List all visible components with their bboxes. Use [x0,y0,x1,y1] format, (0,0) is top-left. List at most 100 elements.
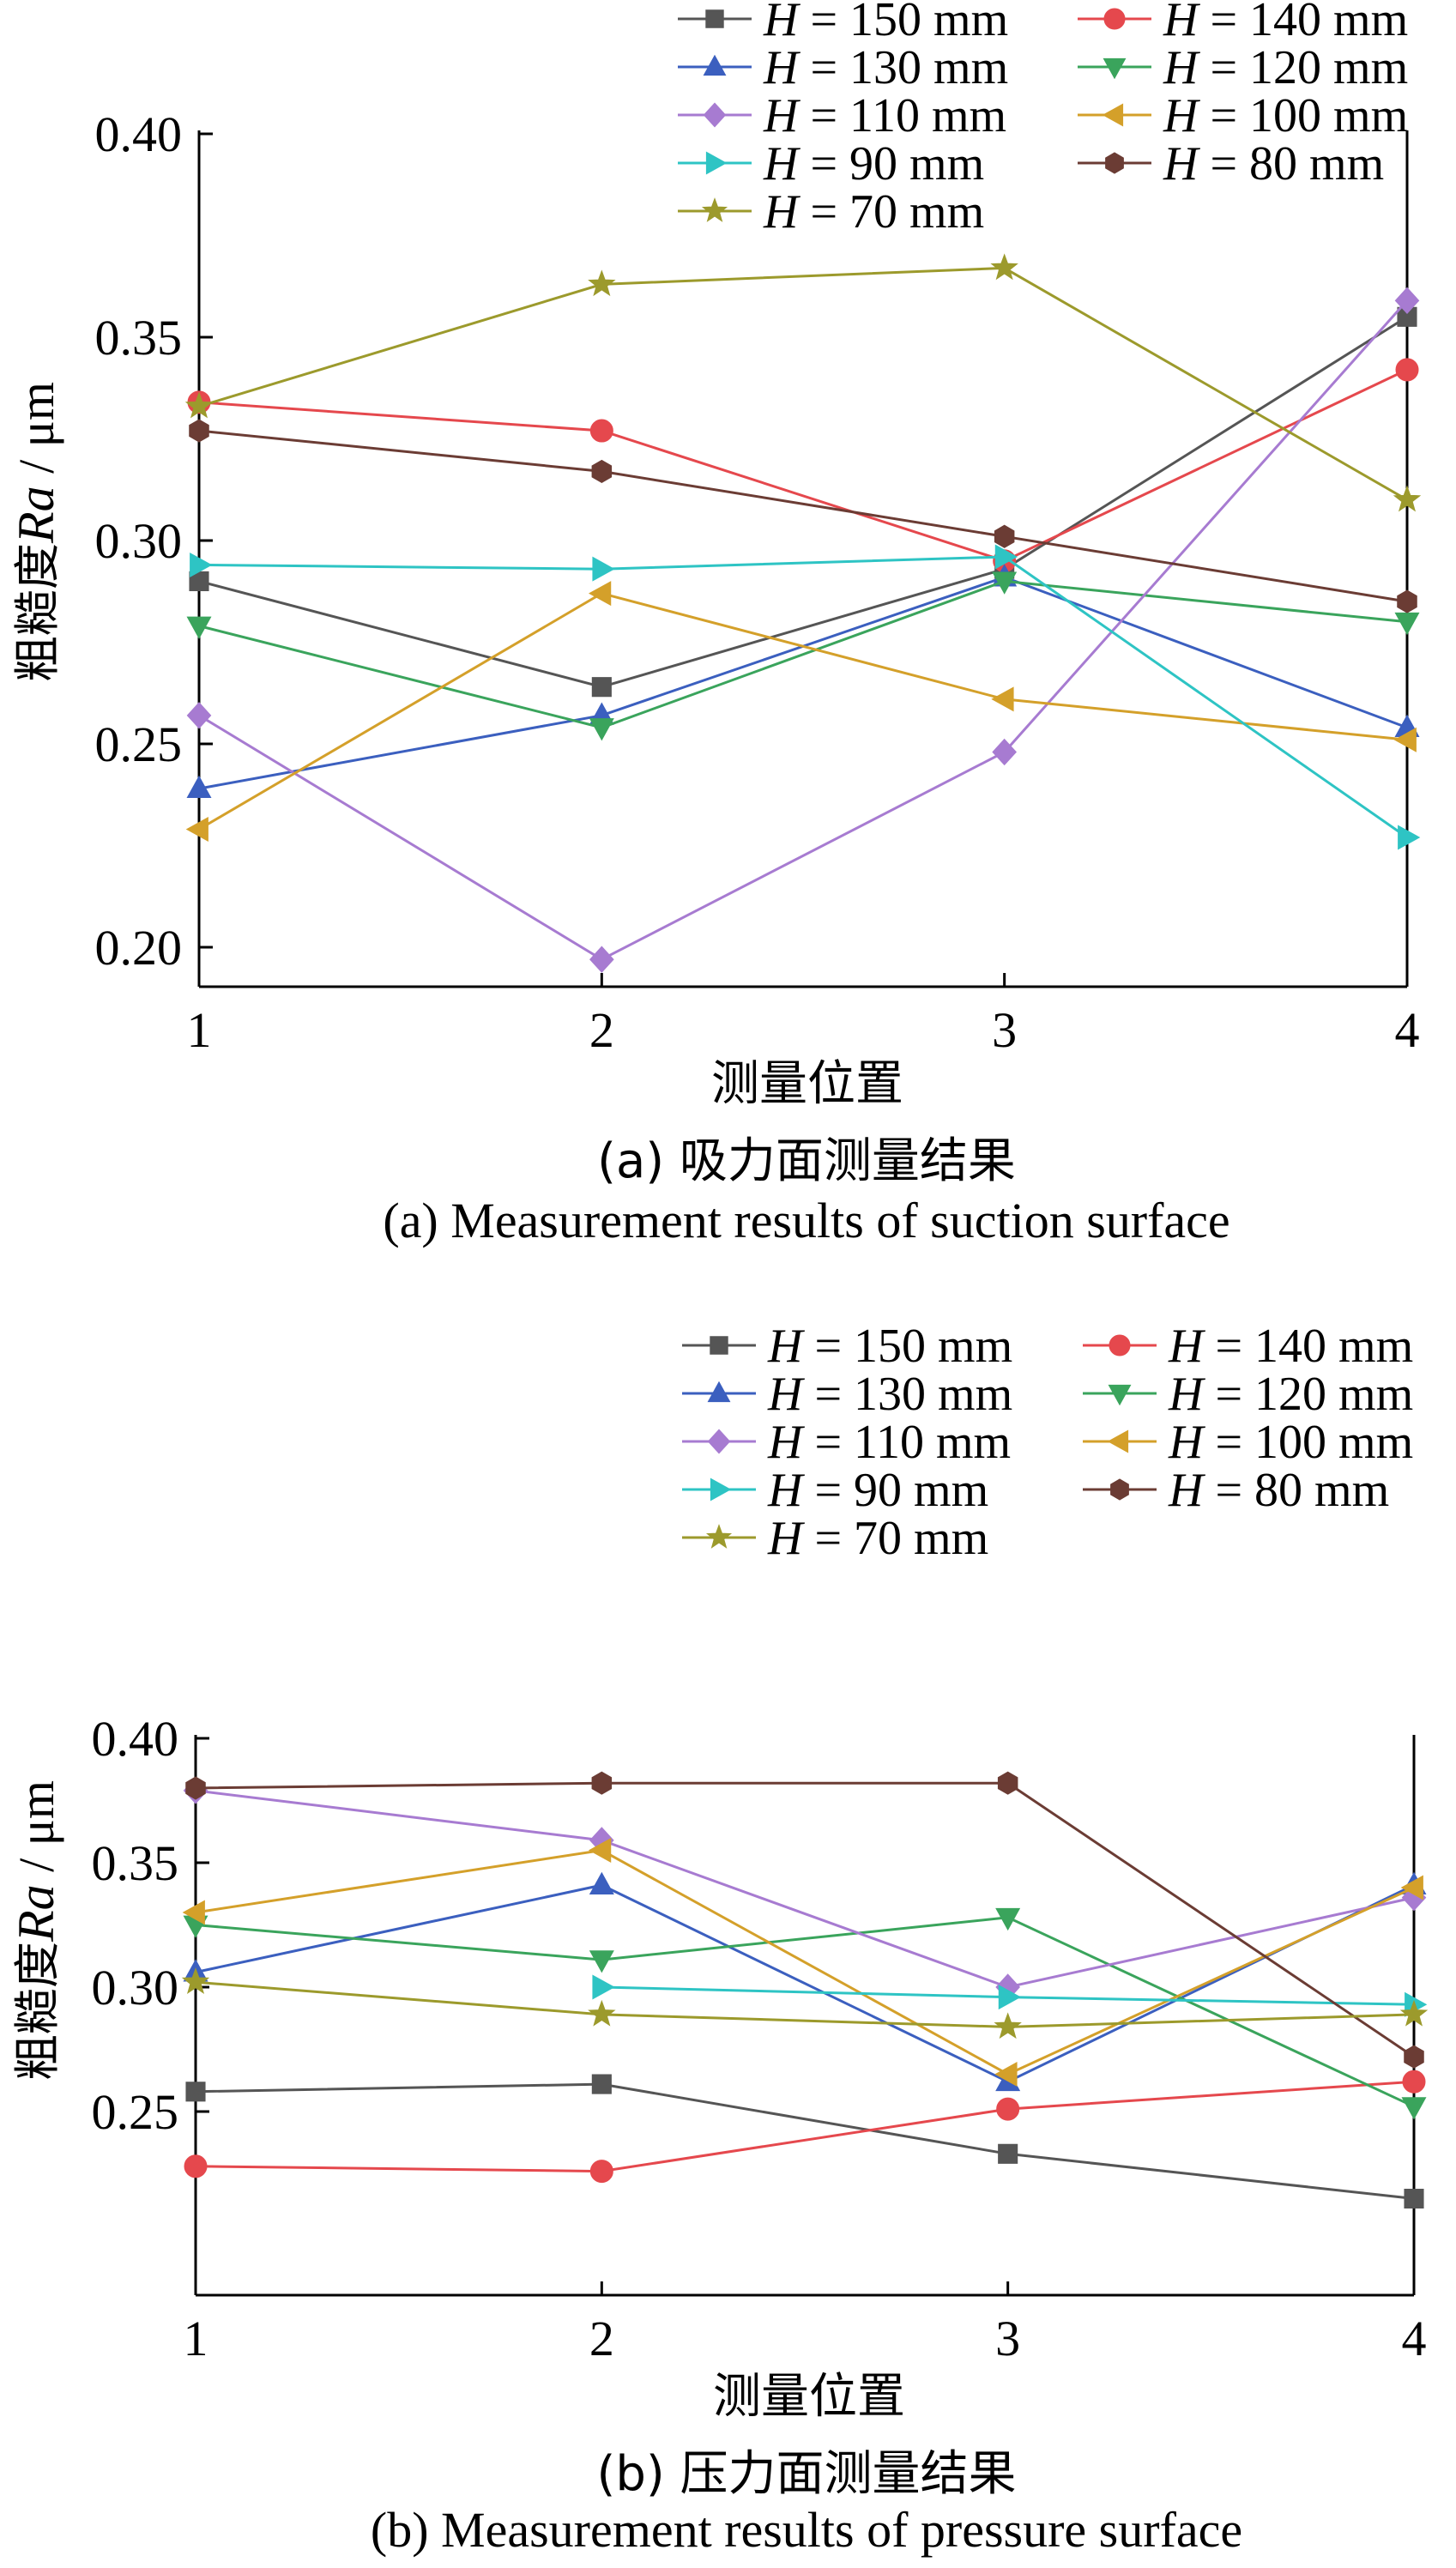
legend-var: H [1168,1320,1205,1373]
legend-var: H [1168,1368,1205,1421]
legend-marker [701,197,728,222]
series-80mm [189,419,1417,613]
legend-value: = 100 mm [1198,89,1408,142]
y-tick-label: 0.25 [95,716,183,772]
series-line [198,299,1409,961]
x-tick-label: 1 [184,2311,208,2366]
y-tick-label: 0.40 [92,1711,179,1767]
series-line [195,1789,1415,1989]
x-tick-label: 4 [1402,2311,1427,2366]
series-130mm [183,1871,1427,2092]
data-point [591,677,612,698]
legend-var: H [1163,137,1200,190]
legend: H = 150 mm H = 140 mmH = 130 mm H = 120 mm… [682,1320,1413,1565]
legend-value: = 120 mm [1198,41,1408,94]
legend-label: H = 120 mm [1163,41,1408,94]
legend-value: = 130 mm [802,1368,1012,1421]
x-tick-label: 4 [1395,1002,1420,1058]
legend-var: H [767,1464,805,1517]
data-point [589,1950,614,1973]
data-point [1400,1875,1423,1900]
series-line [195,1781,1415,2058]
series-110mm [186,287,1420,973]
legend-label: H = 110 mm [763,89,1006,142]
data-point [589,718,614,741]
data-point [1397,589,1417,613]
legend-item: H = 150 mm [678,0,1008,46]
legend-item: H = 80 mm [1083,1464,1389,1517]
data-point [1393,485,1422,512]
legend-var: H [763,137,800,190]
y-tick-label: 0.35 [95,310,183,366]
data-point [1404,2045,1424,2069]
legend-label: H = 150 mm [763,0,1008,46]
legend-value: = 140 mm [1203,1320,1413,1373]
legend-value: = 80 mm [1203,1464,1389,1517]
data-point [589,1871,614,1895]
data-point [998,2143,1018,2164]
legend-marker [705,151,728,175]
legend-value: = 90 mm [802,1464,988,1517]
y-tick-label: 0.20 [95,920,183,976]
caption-en: (b) Measurement results of pressure surf… [371,2502,1242,2558]
legend-label: H = 130 mm [763,41,1008,94]
series-line [198,591,1408,831]
series-140mm [187,358,1419,573]
legend-label: H = 80 mm [1168,1464,1389,1517]
legend-item: H = 130 mm [682,1368,1012,1421]
series-120mm [186,571,1420,741]
data-point [991,686,1014,712]
data-point [184,2154,208,2178]
y-axis-label-unit: / μm [9,382,64,486]
legend-item: H = 80 mm [1078,137,1384,190]
data-point [1395,358,1419,382]
data-point [1393,727,1417,752]
data-point [998,1985,1022,2010]
series-line [198,576,1408,790]
data-point [589,419,613,443]
data-point [994,544,1018,570]
series-80mm [185,1771,1424,2069]
caption-en: (a) Measurement results of suction surfa… [383,1193,1229,1248]
series-70mm [181,1967,1429,2039]
y-axis-label-var: Ra [8,486,64,544]
legend-marker [705,1524,733,1549]
legend-label: H = 90 mm [767,1464,988,1517]
data-point [186,616,212,639]
data-point [990,253,1018,281]
legend-var: H [1163,89,1200,142]
y-axis-label-prefix: 粗糙度 [10,543,64,682]
legend-var: H [763,0,800,46]
legend-value: = 70 mm [798,185,984,239]
data-point [591,1771,613,1795]
legend-marker [707,1429,731,1454]
legend-marker [703,54,727,76]
series-140mm [184,2070,1426,2184]
data-point [189,419,209,443]
data-point [994,524,1015,548]
legend-var: H [767,1416,805,1469]
legend-label: H = 70 mm [767,1512,988,1565]
data-point [186,775,212,799]
data-point [588,1999,616,2027]
legend-label: H = 150 mm [767,1320,1012,1373]
caption-cn: (a) 吸力面测量结果 [597,1133,1016,1189]
y-axis-label-var: Ra [8,1884,64,1943]
chart-panel-b: 0.25 0.30 0.35 0.40 1 2 3 4 粗糙度Ra / μm 测量位置 (b) 压力… [8,1320,1429,2558]
data-point [185,2082,206,2102]
legend-item: H = 130 mm [678,41,1008,94]
data-point [994,2012,1022,2039]
legend-item: H = 110 mm [678,89,1006,142]
series-line [195,1916,1415,2108]
x-tick-label: 1 [187,1002,212,1058]
data-point [992,571,1018,595]
data-point [1401,2097,1427,2120]
legend-marker [1110,1478,1129,1501]
data-point [995,1907,1021,1931]
data-point [591,459,613,483]
series-line [198,316,1408,689]
series-line [198,429,1408,603]
data-point [186,702,212,729]
data-point [994,2062,1018,2087]
